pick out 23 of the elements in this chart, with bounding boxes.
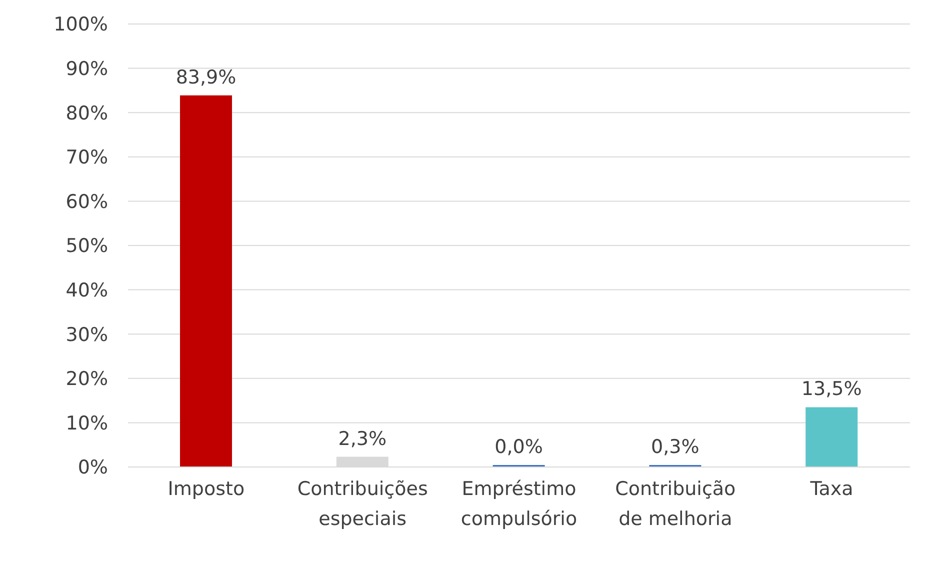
- y-tick-label: 90%: [66, 58, 108, 80]
- y-tick-label: 80%: [66, 102, 108, 124]
- x-tick-label: Contribuição de melhoria: [615, 478, 736, 530]
- y-tick-label: 70%: [66, 146, 108, 169]
- x-tick-label: Taxa: [809, 478, 854, 500]
- data-label: 13,5%: [801, 378, 862, 400]
- y-tick-label: 100%: [54, 14, 108, 36]
- y-tick-label: 30%: [66, 324, 108, 346]
- data-label: 0,3%: [651, 436, 700, 458]
- data-label: 83,9%: [176, 66, 236, 88]
- y-tick-label: 0%: [78, 456, 108, 479]
- bar: [806, 407, 858, 467]
- data-label: 2,3%: [338, 428, 387, 450]
- y-tick-label: 60%: [66, 190, 108, 213]
- data-label: 0,0%: [494, 436, 543, 458]
- x-tick-label: Imposto: [168, 478, 245, 500]
- y-tick-label: 20%: [66, 368, 108, 390]
- x-tick-label: Empréstimo compulsório: [460, 478, 578, 530]
- y-tick-label: 40%: [66, 280, 108, 302]
- bar: [180, 95, 232, 467]
- y-tick-label: 10%: [66, 412, 108, 434]
- x-tick-label: Contribuições especiais: [297, 478, 428, 530]
- y-tick-label: 50%: [66, 235, 108, 258]
